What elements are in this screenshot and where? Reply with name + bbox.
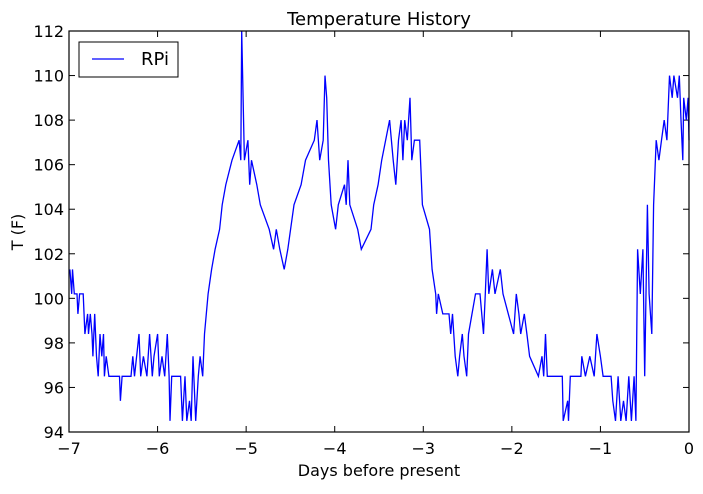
legend: RPi [78,41,179,78]
plot-area [69,30,690,422]
y-axis-label: T (F) [8,214,27,252]
y-tick-label: 96 [44,378,64,397]
x-tick-label: −7 [57,439,81,458]
y-tick-label: 112 [33,22,64,41]
series-line-rpi [69,30,690,422]
x-tick-label: −6 [146,439,170,458]
x-tick-label: −5 [234,439,258,458]
x-tick-label: −1 [589,439,613,458]
y-tick-label: 110 [33,67,64,86]
y-tick-label: 108 [33,111,64,130]
chart-title: Temperature History [286,9,471,30]
y-tick-label: 98 [44,334,64,353]
x-tick-label: −4 [323,439,347,458]
x-tick-label: −2 [500,439,524,458]
y-tick-label: 94 [44,423,64,442]
axis-ticks: −7 −6 −5 −4 −3 −2 −1 0 94 96 98 100 102 104 106 108 110 1… [33,22,694,458]
x-tick-label: 0 [684,439,694,458]
x-tick-label: −3 [411,439,435,458]
y-tick-label: 100 [33,289,64,308]
legend-label-rpi: RPi [141,49,169,70]
plot-frame [68,30,690,433]
x-axis-label: Days before present [298,461,460,480]
y-tick-label: 104 [33,200,64,219]
y-tick-label: 106 [33,156,64,175]
y-tick-label: 102 [33,245,64,264]
